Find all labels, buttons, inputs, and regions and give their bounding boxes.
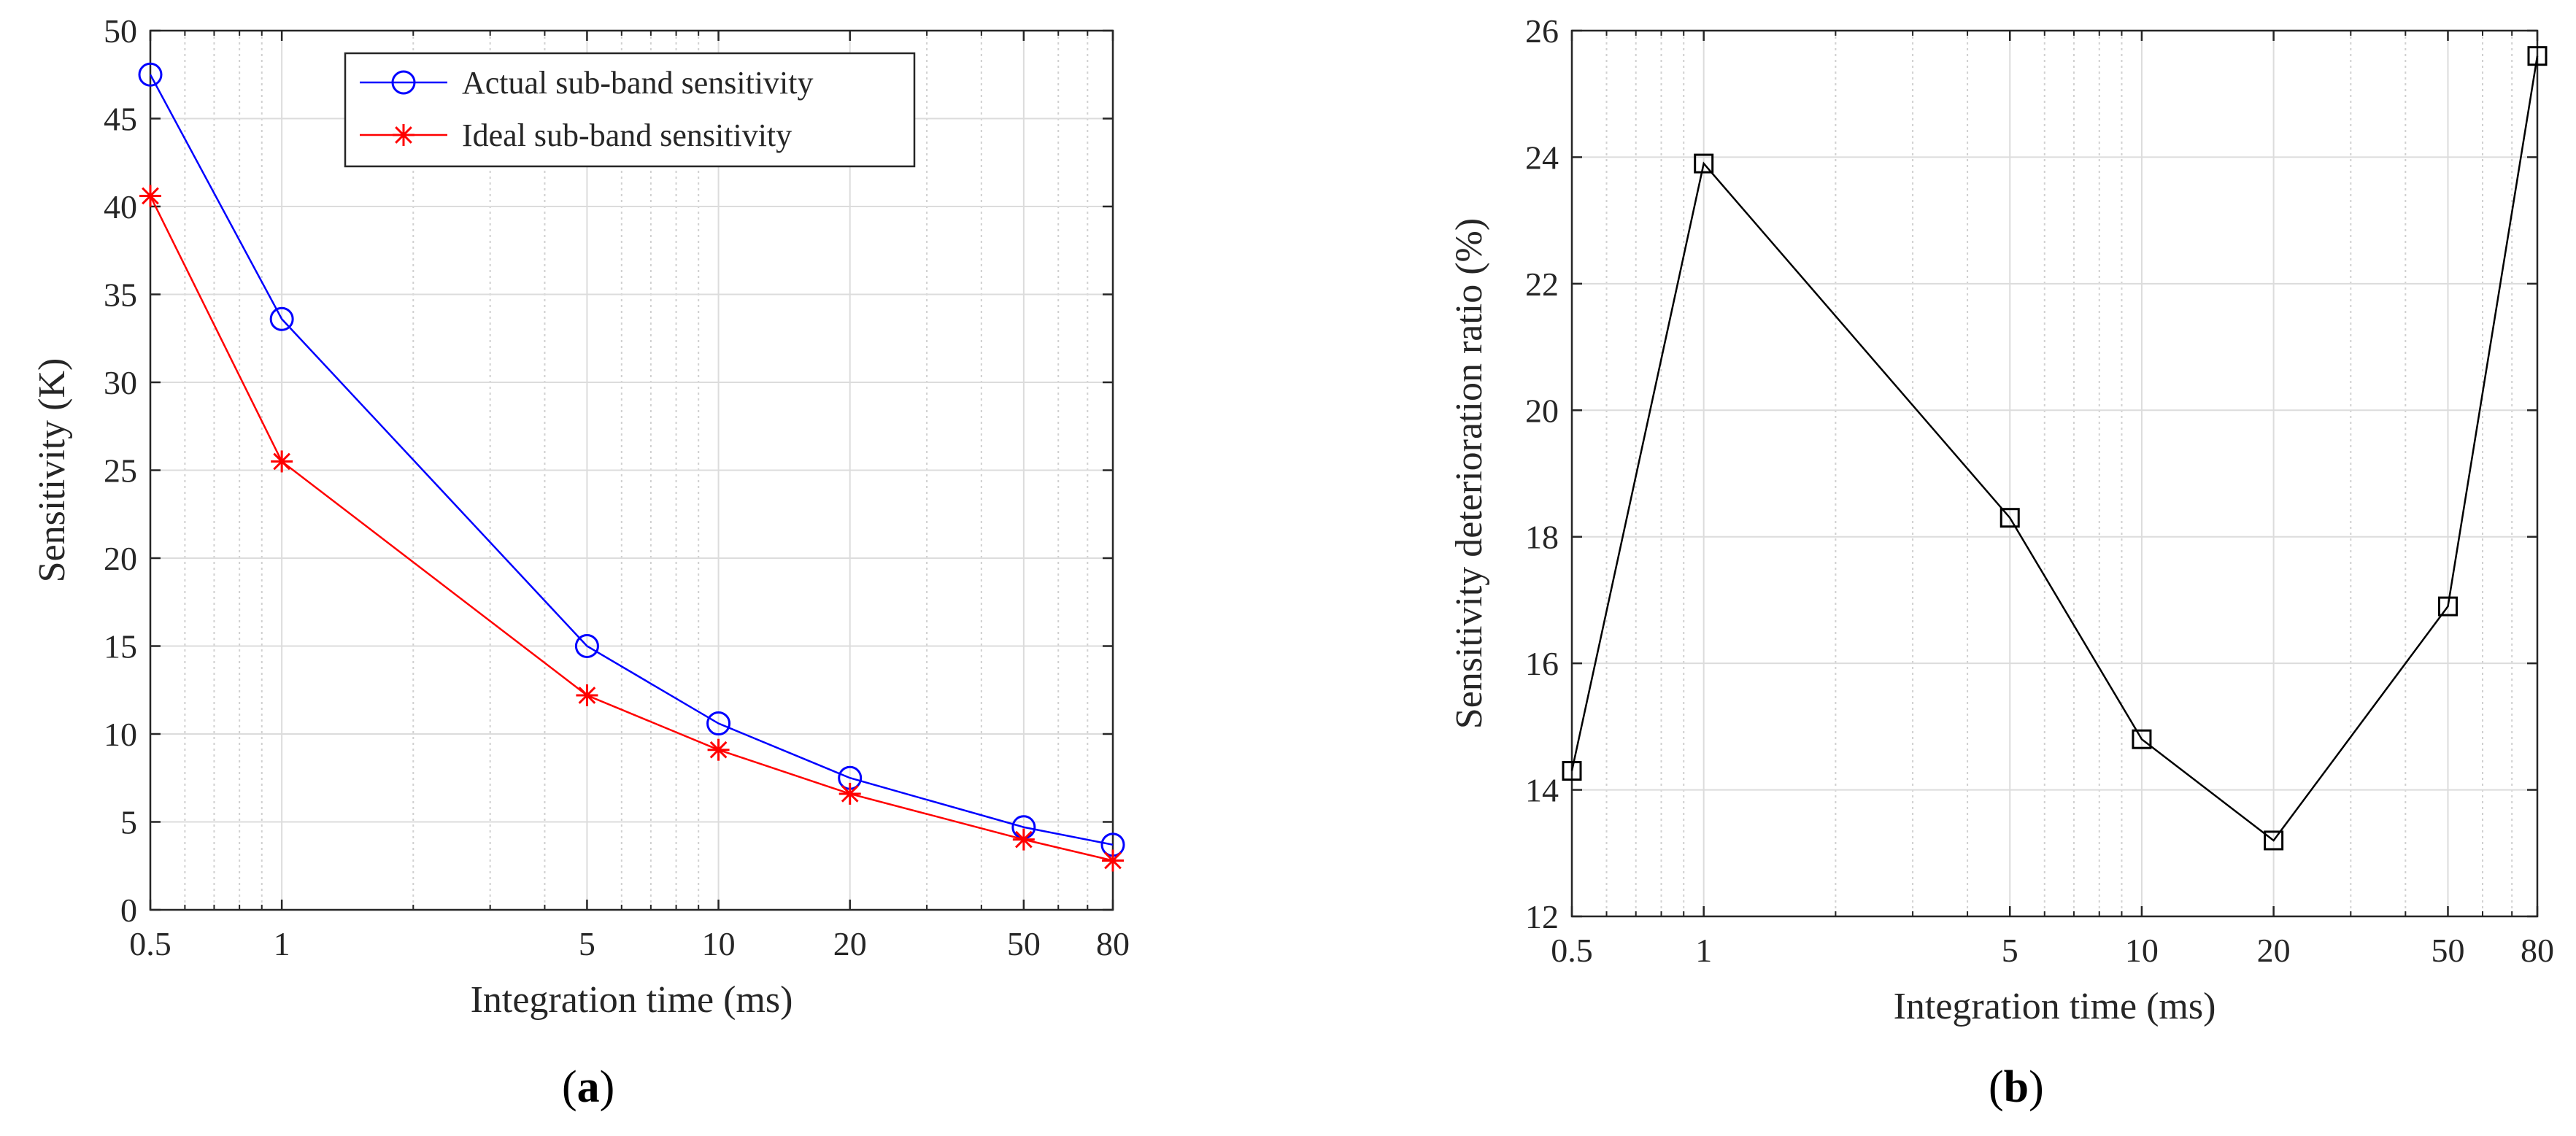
asterisk-stroke (578, 687, 596, 704)
y-tick-label: 26 (1525, 12, 1559, 50)
data-point-1-2 (576, 684, 598, 706)
asterisk-stroke (142, 187, 159, 205)
asterisk-stroke (395, 126, 412, 144)
x-tick-label: 50 (1007, 925, 1041, 962)
data-point-0-2 (2000, 508, 2020, 528)
data-point-0-6 (2527, 46, 2548, 66)
y-tick-label: 45 (104, 101, 137, 138)
data-point-0-0 (138, 62, 163, 87)
legend-label-1: Ideal sub-band sensitivity (462, 117, 792, 153)
asterisk-stroke (1104, 851, 1122, 870)
y-tick-label: 35 (104, 277, 137, 314)
asterisk-stroke (709, 741, 728, 759)
y-tick-label: 30 (104, 364, 137, 401)
data-point-1-3 (707, 738, 730, 761)
x-tick-label: 80 (1096, 925, 1130, 962)
series-line-1 (149, 195, 1114, 862)
x-tick-label: 10 (2125, 932, 2159, 969)
x-tick-label: 80 (2521, 932, 2554, 969)
x-tick-label: 20 (2257, 932, 2291, 969)
y-tick-label: 15 (104, 628, 137, 665)
chart-b: 0.5 1 5 10 20 50 80 12 14 16 18 20 22 24 26 Integration… (1449, 12, 2554, 1027)
data-point-0-2 (574, 634, 599, 658)
x-tick-label: 5 (2002, 932, 2018, 969)
data-point-0-4 (2264, 830, 2284, 851)
y-tick-label: 20 (104, 540, 137, 577)
y-tick-label: 14 (1525, 772, 1559, 809)
y-tick-label: 16 (1525, 645, 1559, 682)
axes-frame (1570, 29, 2539, 918)
panel-label-a: (a) (562, 1062, 615, 1112)
x-axis-title: Integration time (ms) (1894, 986, 2216, 1027)
asterisk-stroke (1014, 830, 1033, 849)
asterisk-stroke (273, 452, 291, 471)
legend-box (344, 52, 916, 168)
y-tick-label: 12 (1525, 898, 1559, 935)
x-tick-label: 0.5 (1551, 932, 1593, 969)
x-tick-label: 50 (2431, 932, 2464, 969)
y-tick-label: 10 (104, 716, 137, 753)
y-tick-label: 40 (104, 188, 137, 225)
data-point-0-5 (2437, 596, 2458, 617)
data-point-1-1 (271, 450, 293, 473)
y-axis-title: Sensitivity (K) (31, 358, 73, 583)
legend-marker-1 (393, 124, 414, 146)
legend-label-0: Actual sub-band sensitivity (462, 65, 814, 101)
data-point-1-5 (1012, 828, 1035, 851)
series-line-0 (149, 74, 1114, 846)
panel-label-b: (b) (1989, 1062, 2044, 1112)
y-tick-label: 50 (104, 12, 137, 50)
legend-marker-0 (391, 70, 416, 95)
series-line-0 (1570, 55, 2539, 842)
data-point-0-1 (1694, 153, 1714, 174)
data-point-0-1 (269, 306, 294, 331)
data-point-1-6 (1102, 849, 1124, 872)
y-tick-label: 0 (120, 892, 137, 929)
x-tick-label: 5 (579, 925, 595, 962)
asterisk-stroke (841, 785, 859, 803)
y-tick-label: 20 (1525, 392, 1559, 429)
x-tick-label: 1 (1695, 932, 1712, 969)
chart-a: 0.5 1 5 10 20 50 8005101520253035404550Integra… (31, 12, 1130, 1021)
y-axis-title: Sensitivity deterioration ratio (%) (1449, 218, 1490, 729)
data-point-0-0 (1562, 761, 1582, 781)
y-tick-label: 22 (1525, 266, 1559, 303)
data-point-0-3 (706, 711, 731, 736)
x-tick-label: 0.5 (129, 925, 171, 962)
x-tick-label: 20 (833, 925, 867, 962)
x-tick-label: 10 (702, 925, 736, 962)
x-tick-label: 1 (274, 925, 290, 962)
y-tick-label: 18 (1525, 519, 1559, 556)
x-axis-title: Integration time (ms) (471, 979, 793, 1021)
y-tick-label: 5 (120, 804, 137, 841)
data-point-1-0 (139, 185, 161, 207)
data-point-1-4 (838, 782, 861, 805)
data-point-0-3 (2132, 729, 2152, 749)
y-tick-label: 25 (104, 452, 137, 490)
y-tick-label: 24 (1525, 139, 1559, 176)
